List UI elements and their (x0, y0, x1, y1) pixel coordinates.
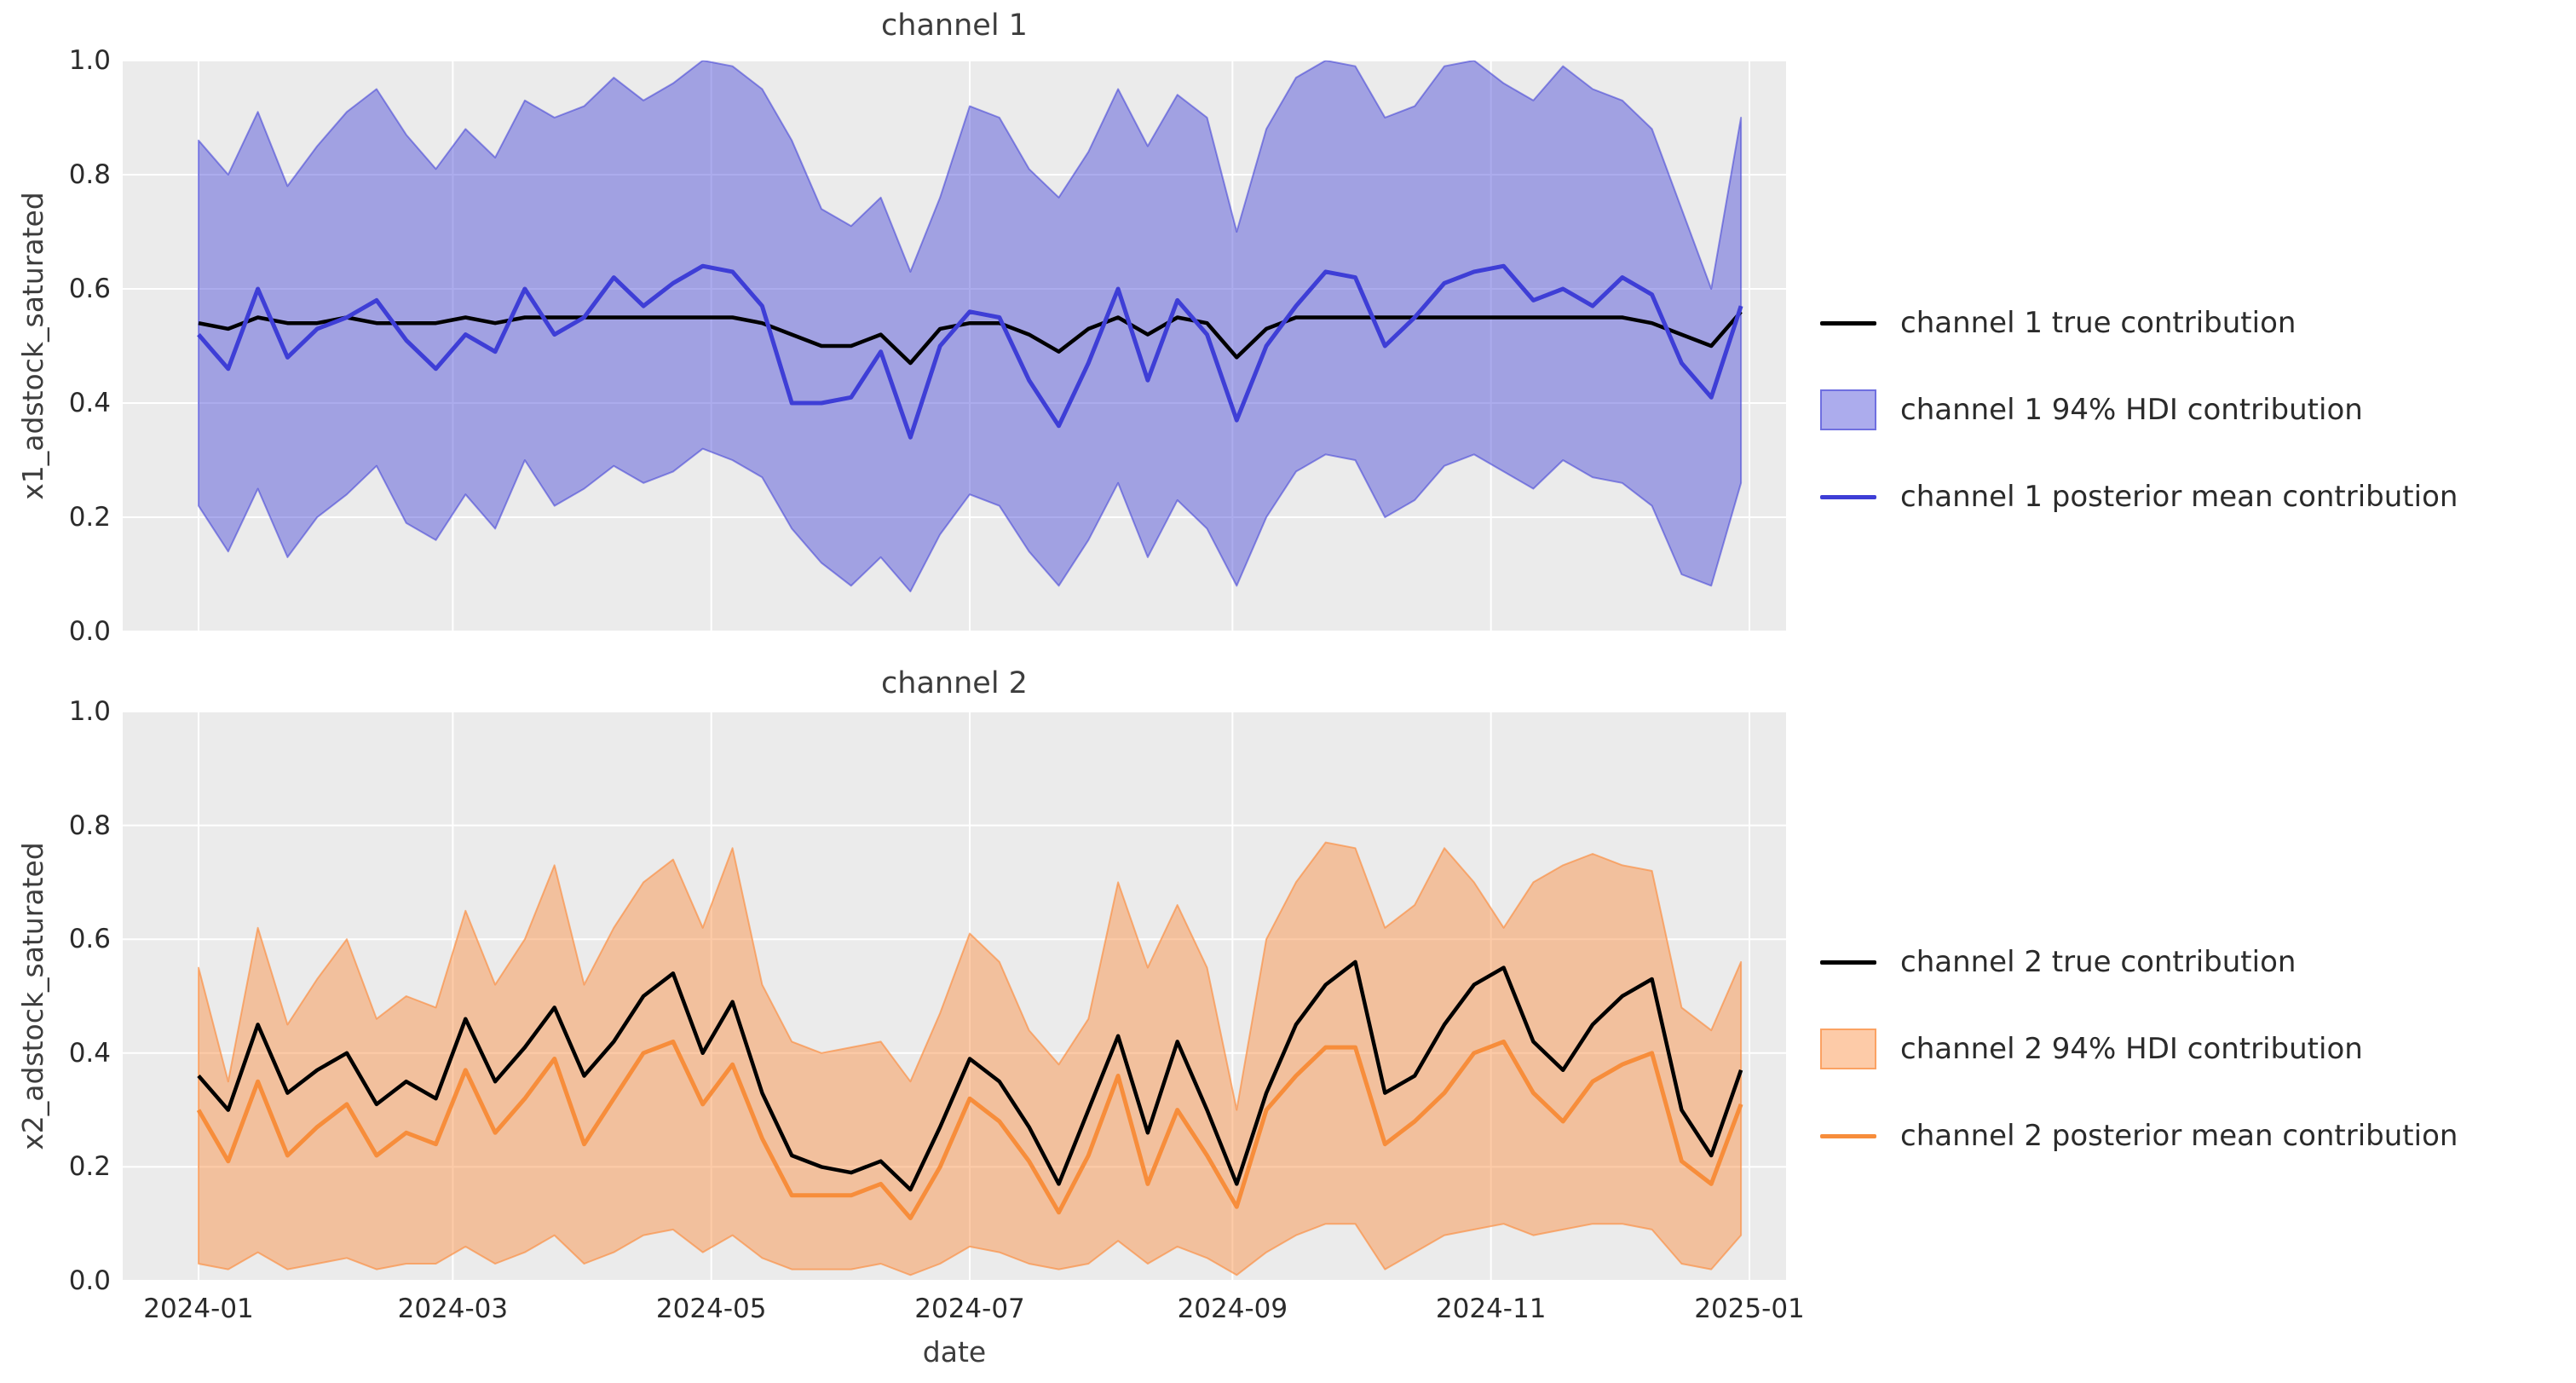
x-tick-label: 2024-03 (397, 1294, 509, 1324)
legend-item-label: channel 1 true contribution (1900, 306, 2297, 340)
x-tick-label: 2024-07 (914, 1294, 1025, 1324)
y-tick-label: 1.0 (68, 45, 111, 76)
x-tick-label: 2024-05 (655, 1294, 767, 1324)
panel1-ylabel: x1_adstock_saturated (16, 192, 49, 500)
panel1-title: channel 1 (881, 9, 1028, 43)
true-contribution-line (198, 310, 1743, 366)
x-tick-label: 2024-09 (1177, 1294, 1288, 1324)
y-tick-label: 0.4 (68, 1037, 111, 1069)
panel2-plot-area (123, 712, 1786, 1281)
legend-item-hdi-contribution: channel 2 94% HDI contribution (1820, 1026, 2458, 1072)
legend-item-posterior-mean: channel 1 posterior mean contribution (1820, 474, 2458, 520)
hdi-band (198, 61, 1743, 593)
posterior-mean-line (197, 263, 1743, 440)
panel1-legend: channel 1 true contribution channel 1 94… (1820, 300, 2458, 520)
legend-item-label: channel 2 posterior mean contribution (1900, 1119, 2458, 1153)
blue-line-swatch-icon (1820, 494, 1876, 499)
posterior-mean-line (196, 1039, 1743, 1220)
y-tick-label: 0.2 (68, 502, 111, 533)
orange-line-swatch-icon (1820, 1133, 1876, 1138)
orange-band-swatch-icon (1820, 1029, 1876, 1069)
legend-item-hdi-contribution: channel 1 94% HDI contribution (1820, 387, 2458, 433)
y-tick-label: 0.0 (68, 1265, 111, 1296)
legend-item-posterior-mean: channel 2 posterior mean contribution (1820, 1113, 2458, 1159)
panel2-ylabel: x2_adstock_saturated (16, 842, 49, 1150)
panel2-title: channel 2 (881, 666, 1028, 700)
legend-item-true-contribution: channel 1 true contribution (1820, 300, 2458, 346)
legend-item-label: channel 2 94% HDI contribution (1900, 1032, 2363, 1066)
panel1-chart (123, 61, 1786, 631)
y-tick-label: 0.0 (68, 616, 111, 647)
y-tick-label: 0.4 (68, 388, 111, 418)
y-tick-label: 0.6 (68, 274, 111, 304)
x-tick-label: 2024-01 (143, 1294, 254, 1324)
true-contribution-line (197, 959, 1743, 1192)
y-tick-label: 1.0 (68, 696, 111, 727)
black-line-swatch-icon (1820, 959, 1876, 965)
x-axis-label: date (922, 1335, 987, 1369)
y-tick-label: 0.6 (68, 924, 111, 955)
y-tick-label: 0.2 (68, 1151, 111, 1183)
panel2-legend: channel 2 true contribution channel 2 94… (1820, 939, 2458, 1159)
x-tick-label: 2024-11 (1435, 1294, 1547, 1324)
panel1-plot-area (123, 61, 1786, 631)
legend-item-label: channel 1 posterior mean contribution (1900, 480, 2458, 514)
legend-item-true-contribution: channel 2 true contribution (1820, 939, 2458, 985)
legend-item-label: channel 2 true contribution (1900, 945, 2297, 979)
x-tick-label: 2025-01 (1694, 1294, 1805, 1324)
y-tick-label: 0.8 (68, 810, 111, 841)
y-tick-label: 0.8 (68, 159, 111, 190)
black-line-swatch-icon (1820, 320, 1876, 326)
panel2-chart (123, 712, 1786, 1281)
blue-band-swatch-icon (1820, 389, 1876, 430)
legend-item-label: channel 1 94% HDI contribution (1900, 393, 2363, 427)
